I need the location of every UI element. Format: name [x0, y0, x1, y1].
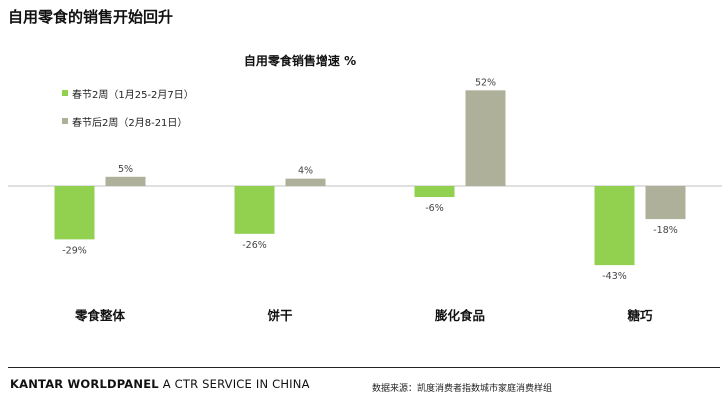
bar-series-1-3 — [414, 186, 455, 198]
bar-series-2-1 — [105, 176, 146, 186]
page-title: 自用零食的销售开始回升 — [8, 8, 174, 26]
data-label-series-2-3: 52% — [475, 77, 496, 88]
category-label-1: 零食整体 — [74, 308, 126, 323]
category-label-4: 糖巧 — [627, 308, 653, 323]
brand-name: KANTAR WORLDPANEL — [10, 377, 159, 391]
chart-title: 自用零食销售增速 % — [243, 54, 357, 68]
data-label-series-1-3: -6% — [425, 203, 444, 214]
data-label-series-1-4: -43% — [602, 271, 627, 282]
data-label-series-2-4: -18% — [653, 225, 678, 236]
brand-tagline: A CTR SERVICE IN CHINA — [162, 377, 310, 391]
legend: 春节2周（1月25-2月7日） 春节后2周（2月8-21日） — [62, 86, 194, 142]
source-note: 数据来源：凯度消费者指数城市家庭消费样组 — [372, 384, 553, 394]
bar-series-1-4 — [594, 186, 635, 266]
bar-series-1-2 — [234, 186, 275, 234]
data-label-series-2-2: 4% — [298, 166, 313, 177]
legend-label-series-1: 春节2周（1月25-2月7日） — [72, 89, 194, 101]
bar-series-2-3 — [465, 90, 506, 186]
bar-series-2-2 — [285, 178, 326, 186]
data-label-series-2-1: 5% — [118, 164, 133, 175]
data-label-series-1-2: -26% — [242, 240, 267, 251]
data-label-series-1-1: -29% — [62, 245, 87, 256]
category-label-2: 饼干 — [266, 308, 293, 323]
brand-logo: KANTAR WORLDPANEL A CTR SERVICE IN CHINA — [10, 377, 310, 391]
footer-divider — [8, 367, 720, 368]
legend-item-series-2: 春节后2周（2月8-21日） — [62, 114, 194, 129]
legend-label-series-2: 春节后2周（2月8-21日） — [72, 117, 188, 129]
category-label-3: 膨化食品 — [434, 308, 485, 323]
bar-series-1-1 — [54, 186, 95, 240]
legend-item-series-1: 春节2周（1月25-2月7日） — [62, 86, 194, 101]
legend-swatch-series-2 — [62, 118, 68, 124]
bar-series-2-4 — [645, 186, 686, 220]
legend-swatch-series-1 — [62, 90, 68, 96]
